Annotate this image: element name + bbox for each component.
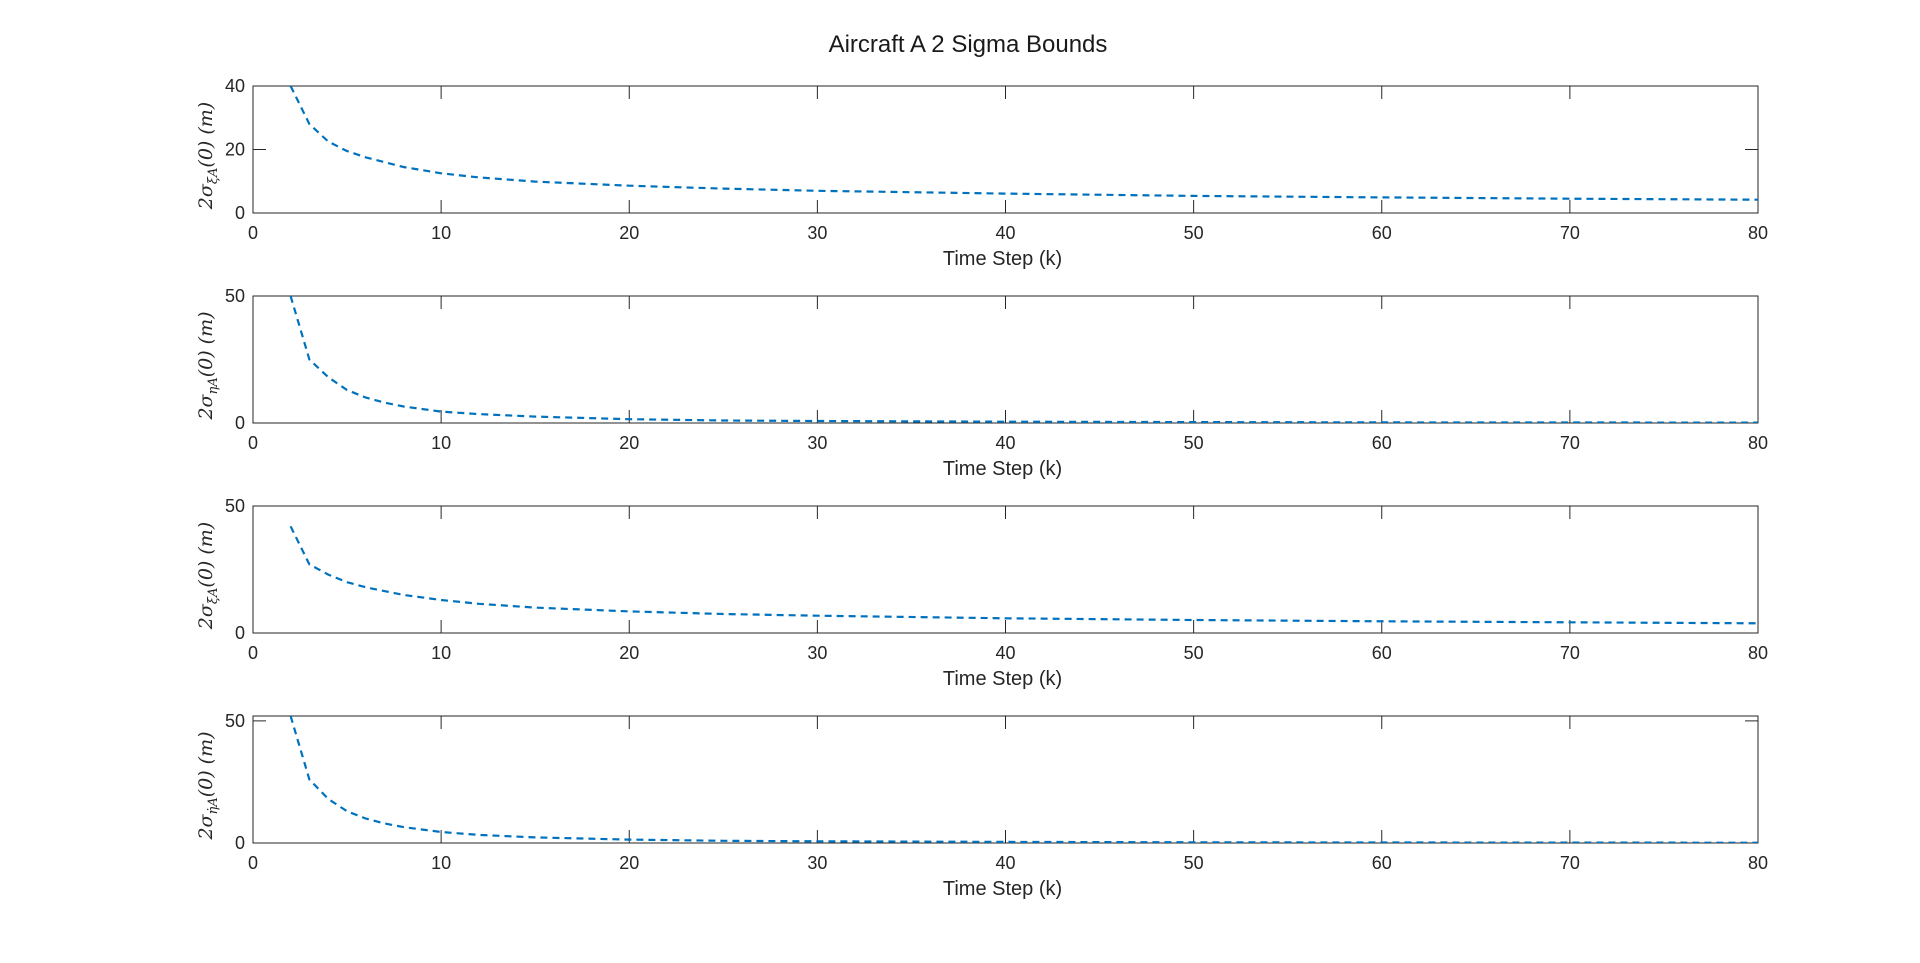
subplot-3: 0 10 20 30 40 50 60 70 80 0 50 Time Step (k) 2σξ̇A(0…: [195, 496, 1768, 690]
x-tick-label: 50: [1184, 433, 1204, 453]
subplot-2: 0 10 20 30 40 50 60 70 80 0 50 Time Step (k) 2σηA(0)…: [195, 286, 1768, 480]
axes-box: [252, 85, 1759, 214]
x-tick-label: 40: [995, 433, 1015, 453]
y-label-suffix: (0) (m): [195, 731, 217, 797]
x-tick-label: 60: [1372, 853, 1392, 873]
figure-title: Aircraft A 2 Sigma Bounds: [829, 31, 1108, 58]
y-label-prefix: 2σ: [195, 393, 217, 420]
x-tick-label: 50: [1184, 643, 1204, 663]
y-label-subscript: ηA: [206, 377, 221, 394]
y-tick-label: 20: [225, 140, 245, 160]
x-tick-label: 70: [1560, 643, 1580, 663]
axes-box: [252, 715, 1759, 844]
x-tick-label: 0: [248, 223, 258, 243]
x-tick-label: 70: [1560, 223, 1580, 243]
x-tick-label: 30: [807, 853, 827, 873]
x-tick-label: 70: [1560, 433, 1580, 453]
x-tick-label: 70: [1560, 853, 1580, 873]
x-tick-label: 30: [807, 643, 827, 663]
x-tick-label: 10: [431, 853, 451, 873]
x-tick-label: 20: [619, 433, 639, 453]
x-tick-label: 60: [1372, 433, 1392, 453]
x-tick-label: 0: [248, 643, 258, 663]
x-tick-label: 30: [807, 223, 827, 243]
x-tick-label: 50: [1184, 853, 1204, 873]
y-tick-label: 50: [225, 496, 245, 516]
x-axis-label: Time Step (k): [943, 248, 1062, 270]
x-tick-label: 50: [1184, 223, 1204, 243]
x-tick-label: 20: [619, 853, 639, 873]
axes-box: [252, 295, 1759, 424]
x-tick-label: 80: [1748, 853, 1768, 873]
x-tick-label: 40: [995, 643, 1015, 663]
x-tick-label: 20: [619, 223, 639, 243]
x-tick-label: 40: [995, 223, 1015, 243]
y-label-prefix: 2σ: [195, 603, 217, 630]
x-tick-label: 40: [995, 853, 1015, 873]
x-tick-label: 10: [431, 223, 451, 243]
y-tick-label: 0: [235, 203, 245, 223]
x-tick-label: 20: [619, 643, 639, 663]
x-tick-label: 80: [1748, 643, 1768, 663]
x-axis-label: Time Step (k): [943, 878, 1062, 900]
x-tick-label: 30: [807, 433, 827, 453]
x-tick-label: 80: [1748, 223, 1768, 243]
x-tick-label: 0: [248, 433, 258, 453]
series-line-1: [289, 525, 1758, 625]
y-label-suffix: (0) (m): [195, 522, 217, 588]
x-tick-label: 0: [248, 853, 258, 873]
series-line-1: [289, 86, 1758, 201]
x-tick-label: 10: [431, 643, 451, 663]
x-tick-label: 10: [431, 433, 451, 453]
y-tick-label: 50: [225, 711, 245, 731]
y-label-subscript: η̇A: [206, 797, 221, 814]
y-axis-label: 2σξ̇A(0) (m): [195, 522, 221, 630]
y-label-subscript: ξA: [206, 168, 221, 185]
x-tick-label: 60: [1372, 223, 1392, 243]
series-line-1: [289, 716, 1758, 843]
y-tick-label: 0: [235, 623, 245, 643]
y-axis-label: 2ση̇A(0) (m): [195, 731, 221, 840]
y-label-suffix: (0) (m): [195, 311, 217, 377]
y-label-prefix: 2σ: [195, 183, 217, 210]
series-line-1: [289, 296, 1758, 423]
y-tick-label: 50: [225, 286, 245, 306]
subplot-1: 0 10 20 30 40 50 60 70 80 0 20 40 Time Step (k) 2σξA(…: [195, 76, 1768, 270]
axes-box: [252, 505, 1759, 634]
y-label-subscript: ξ̇A: [206, 588, 221, 605]
x-axis-label: Time Step (k): [943, 668, 1062, 690]
y-label-suffix: (0) (m): [195, 102, 217, 168]
subplot-4: 0 10 20 30 40 50 60 70 80 0 50 Time Step (k) 2ση̇A(0…: [195, 711, 1768, 900]
x-tick-label: 80: [1748, 433, 1768, 453]
y-tick-label: 0: [235, 413, 245, 433]
y-axis-label: 2σηA(0) (m): [195, 311, 221, 420]
x-axis-label: Time Step (k): [943, 458, 1062, 480]
x-tick-label: 60: [1372, 643, 1392, 663]
y-axis-label: 2σξA(0) (m): [195, 102, 221, 210]
y-label-prefix: 2σ: [195, 813, 217, 840]
y-tick-label: 0: [235, 833, 245, 853]
y-tick-label: 40: [225, 76, 245, 96]
